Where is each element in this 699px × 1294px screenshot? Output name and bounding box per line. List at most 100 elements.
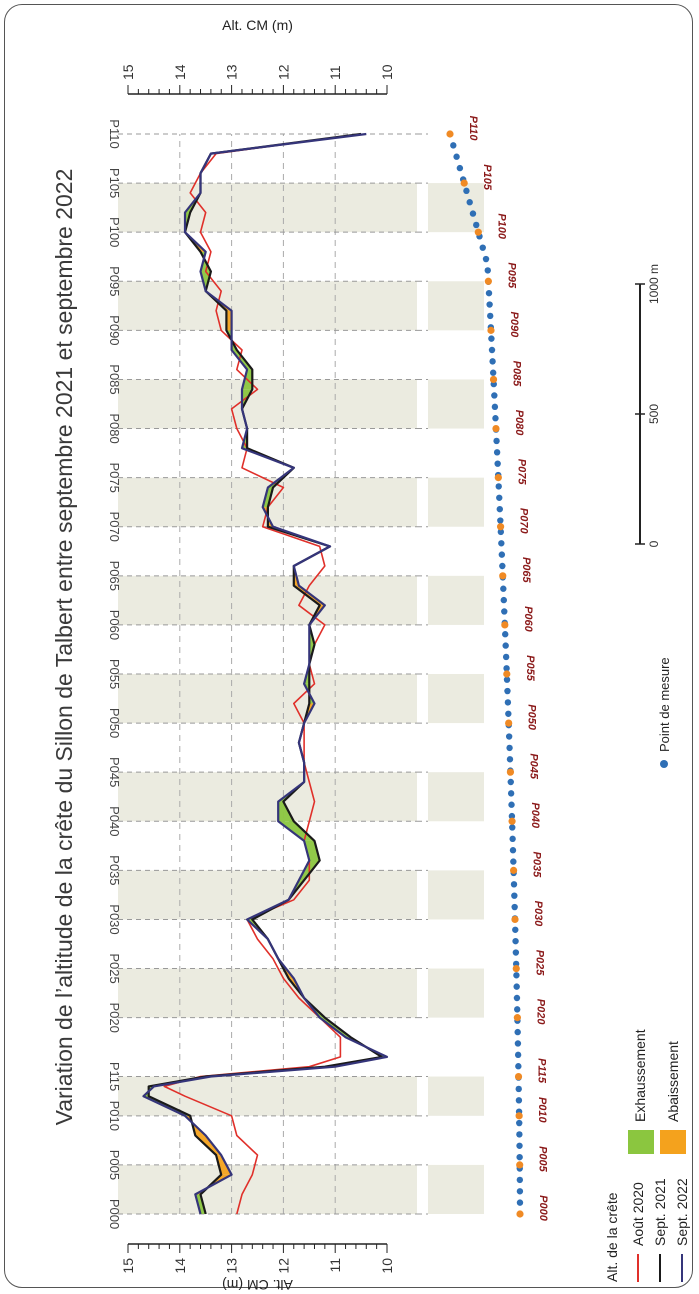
measure-point — [466, 199, 473, 206]
label-marker — [484, 277, 492, 285]
band — [118, 575, 417, 625]
label-marker — [513, 1014, 521, 1022]
map-label: P105 — [481, 164, 493, 191]
label-marker — [487, 326, 495, 334]
y-axis-title-left: Alt. CM (m) — [222, 1277, 293, 1293]
measure-point — [489, 369, 497, 376]
measure-point — [507, 790, 515, 797]
measure-point — [500, 585, 507, 592]
measure-point — [516, 1199, 524, 1206]
chart-title: Variation de l’altitude de la crête du S… — [51, 169, 77, 1126]
measure-point — [495, 483, 502, 490]
map-label: P045 — [527, 753, 539, 780]
label-marker — [499, 572, 507, 580]
category-label: P045 — [107, 757, 122, 787]
map-label: P035 — [531, 852, 543, 879]
map-label: P005 — [537, 1146, 549, 1173]
change-fill — [200, 271, 211, 292]
measure-point — [500, 596, 507, 604]
category-labels: P000 P005 P010 P115 P020 P025 P030 P035 P040 P045… — [107, 119, 122, 1229]
measure-point — [491, 403, 499, 411]
measure-point — [515, 1097, 523, 1104]
measure-point — [511, 903, 518, 911]
scale-label: 0 — [647, 540, 661, 547]
map-label: P020 — [534, 999, 546, 1026]
y-axis-right: 15 14 13 12 11 10 Alt. CM (m) — [120, 17, 395, 95]
label-marker — [501, 621, 509, 629]
measure-point — [513, 972, 520, 979]
series-lines — [142, 132, 389, 1215]
measure-point — [496, 505, 503, 513]
measure-point — [509, 824, 516, 831]
band — [118, 673, 417, 724]
band-lower — [428, 1164, 484, 1214]
scale-label: 500 — [647, 404, 661, 424]
map-label: P080 — [513, 410, 525, 437]
category-label: P075 — [107, 462, 122, 492]
measure-point — [515, 1085, 522, 1093]
band-lower — [428, 870, 484, 920]
axis-tick-label: 14 — [172, 1258, 188, 1274]
measure-point — [487, 312, 494, 320]
band-lower — [428, 183, 484, 233]
label-marker — [460, 179, 468, 187]
category-label: P035 — [107, 855, 122, 885]
measure-point — [508, 812, 516, 820]
measure-point — [494, 460, 501, 467]
measure-point — [516, 1131, 523, 1138]
map-label: P090 — [508, 312, 520, 339]
band — [118, 968, 417, 1018]
measure-point — [505, 710, 512, 717]
axis-tick-label: 13 — [224, 1258, 240, 1274]
measure-point — [514, 1040, 522, 1047]
label-marker — [511, 915, 519, 924]
measure-point — [497, 517, 504, 524]
scale-bar: 0 500 1000 m — [635, 264, 661, 547]
measure-point — [488, 346, 496, 354]
category-label: P110 — [107, 119, 122, 148]
measure-point — [463, 187, 470, 195]
band — [118, 1164, 417, 1214]
change-fill — [195, 1194, 206, 1214]
band — [118, 870, 417, 920]
category-label: P080 — [107, 413, 122, 443]
band-lower — [428, 673, 484, 724]
measure-point — [497, 528, 505, 536]
measure-point — [509, 847, 517, 854]
measure-point — [484, 267, 491, 274]
label-marker — [496, 523, 505, 531]
measure-point — [506, 756, 514, 763]
measure-point — [492, 415, 499, 422]
measure-point — [503, 665, 510, 672]
measure-point — [512, 926, 519, 933]
category-label: P115 — [107, 1062, 122, 1091]
map-label: P100 — [495, 213, 507, 240]
measure-point — [496, 494, 503, 501]
measure-point — [488, 335, 495, 342]
category-label: P070 — [107, 512, 122, 542]
map: P000 P005 P010 P115 P020 P025 P030 P035 P040 P045… — [446, 116, 549, 1222]
measure-point — [456, 164, 464, 172]
measure-point — [498, 551, 506, 558]
map-label: P010 — [536, 1097, 548, 1124]
measure-point — [516, 1142, 523, 1149]
label-marker — [508, 817, 516, 825]
label-marker — [474, 228, 482, 236]
category-label: P050 — [107, 708, 122, 738]
segment-bands — [118, 183, 484, 1214]
category-label: P000 — [107, 1199, 122, 1229]
measure-point — [498, 540, 505, 547]
change-fill — [262, 487, 274, 508]
category-label: P090 — [107, 315, 122, 345]
category-label: P085 — [107, 364, 122, 394]
map-label: P060 — [522, 606, 534, 633]
y-axis-left: 15 14 13 12 11 10 Alt. CM (m) — [120, 1243, 395, 1293]
measure-point — [450, 142, 457, 149]
measure-point — [473, 221, 480, 229]
axis-tick-label: 10 — [379, 1258, 395, 1274]
measure-point — [506, 744, 513, 752]
map-label: P085 — [511, 361, 523, 388]
axis-tick-label: 12 — [275, 1258, 291, 1274]
measure-point — [507, 778, 514, 786]
